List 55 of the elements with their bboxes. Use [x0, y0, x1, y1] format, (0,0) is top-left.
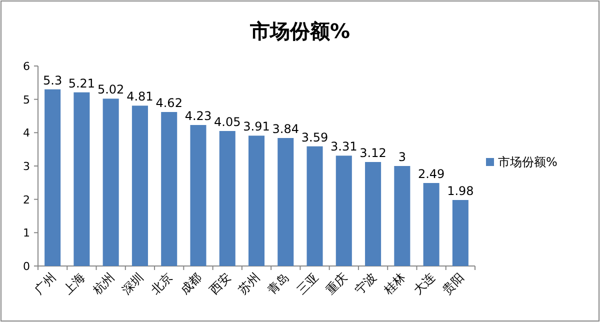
- data-label: 5.21: [68, 76, 96, 90]
- bar: [74, 92, 90, 266]
- legend-label: 市场份额%: [498, 155, 558, 169]
- y-tick-label: 4: [23, 126, 30, 140]
- y-tick-label: 5: [23, 93, 30, 106]
- bar: [219, 131, 236, 266]
- data-label: 5.3: [43, 73, 62, 88]
- x-tick-label: 西安: [206, 270, 234, 298]
- chart-title: 市场份额%: [248, 19, 350, 43]
- bar: [365, 162, 382, 266]
- data-label: 2.49: [418, 167, 445, 181]
- data-label: 5.02: [97, 82, 124, 97]
- x-tick-label: 北京: [148, 270, 176, 298]
- bar: [132, 106, 148, 266]
- y-tick-label: 2: [23, 193, 30, 206]
- data-label: 4.05: [214, 115, 241, 129]
- x-tick-label: 苏州: [236, 270, 263, 298]
- bar: [161, 112, 178, 266]
- x-tick-label: 青岛: [264, 270, 292, 298]
- x-tick-label: 宁波: [352, 270, 380, 298]
- bar: [423, 183, 440, 266]
- x-tick-label: 贵阳: [440, 270, 467, 298]
- x-tick-label: 上海: [60, 270, 88, 298]
- y-tick-label: 0: [23, 260, 30, 273]
- data-label: 3.84: [272, 122, 299, 136]
- bar: [452, 200, 468, 266]
- data-label: 3.59: [301, 130, 328, 144]
- x-tick-label: 三亚: [294, 270, 321, 298]
- bar: [306, 146, 323, 266]
- data-label: 3.12: [360, 146, 386, 160]
- x-tick-label: 成都: [177, 270, 204, 298]
- x-tick-label: 大连: [410, 270, 438, 298]
- bar: [190, 125, 206, 266]
- y-tick-label: 3: [23, 160, 30, 173]
- x-tick-label: 广州: [32, 270, 59, 298]
- bar: [394, 166, 410, 266]
- data-label: 3.91: [243, 120, 270, 134]
- data-label: 3: [398, 150, 406, 164]
- x-tick-label: 重庆: [323, 270, 350, 298]
- data-label: 4.62: [156, 96, 182, 110]
- data-label: 4.23: [184, 109, 212, 123]
- data-label: 4.81: [126, 90, 154, 104]
- data-label: 3.31: [330, 140, 358, 154]
- bar: [248, 136, 265, 266]
- x-tick-label: 深圳: [119, 270, 146, 298]
- y-tick-label: 6: [23, 60, 30, 73]
- legend: 市场份额%: [486, 155, 558, 169]
- bar: [102, 98, 119, 266]
- y-tick-label: 1: [23, 226, 30, 240]
- bar: [336, 156, 352, 266]
- bar: [44, 89, 61, 266]
- data-label: 1.98: [447, 184, 474, 198]
- x-tick-label: 桂林: [380, 270, 408, 298]
- bar: [278, 138, 294, 266]
- x-tick-label: 杭州: [89, 270, 117, 298]
